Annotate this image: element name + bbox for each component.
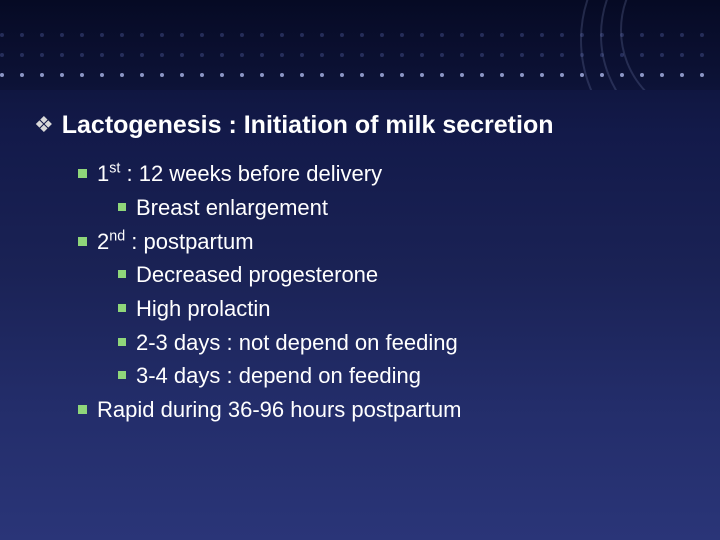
heading-bold: Lactogenesis xyxy=(62,111,222,139)
list-item-text: Rapid during 36-96 hours postpartum xyxy=(97,395,461,425)
bullet-list: 1st : 12 weeks before delivery Breast enl… xyxy=(34,159,686,425)
square-bullet-icon xyxy=(118,304,126,312)
heading-text: Lactogenesis : Initiation of milk secret… xyxy=(62,110,554,141)
list-item-text: Breast enlargement xyxy=(136,193,328,223)
square-bullet-icon xyxy=(118,203,126,211)
list-item-text: High prolactin xyxy=(136,294,271,324)
header-band xyxy=(0,0,720,90)
list-item: High prolactin xyxy=(118,294,686,324)
list-item: 3-4 days : depend on feeding xyxy=(118,361,686,391)
heading: ❖ Lactogenesis : Initiation of milk secr… xyxy=(34,110,686,141)
heading-rest: : Initiation of milk secretion xyxy=(222,111,554,139)
square-bullet-icon xyxy=(78,237,87,246)
list-item: 2nd : postpartum xyxy=(78,227,686,257)
heading-bullet-icon: ❖ xyxy=(34,112,54,138)
list-item-text: 2nd : postpartum xyxy=(97,227,254,257)
list-item: Rapid during 36-96 hours postpartum xyxy=(78,395,686,425)
square-bullet-icon xyxy=(78,169,87,178)
list-item-text: 2-3 days : not depend on feeding xyxy=(136,328,458,358)
list-item-text: 1st : 12 weeks before delivery xyxy=(97,159,382,189)
list-item: Decreased progesterone xyxy=(118,260,686,290)
square-bullet-icon xyxy=(118,371,126,379)
square-bullet-icon xyxy=(118,270,126,278)
slide-content: ❖ Lactogenesis : Initiation of milk secr… xyxy=(34,110,686,429)
list-item: 2-3 days : not depend on feeding xyxy=(118,328,686,358)
list-item: 1st : 12 weeks before delivery xyxy=(78,159,686,189)
list-item: Breast enlargement xyxy=(118,193,686,223)
list-item-text: 3-4 days : depend on feeding xyxy=(136,361,421,391)
square-bullet-icon xyxy=(78,405,87,414)
list-item-text: Decreased progesterone xyxy=(136,260,378,290)
square-bullet-icon xyxy=(118,338,126,346)
